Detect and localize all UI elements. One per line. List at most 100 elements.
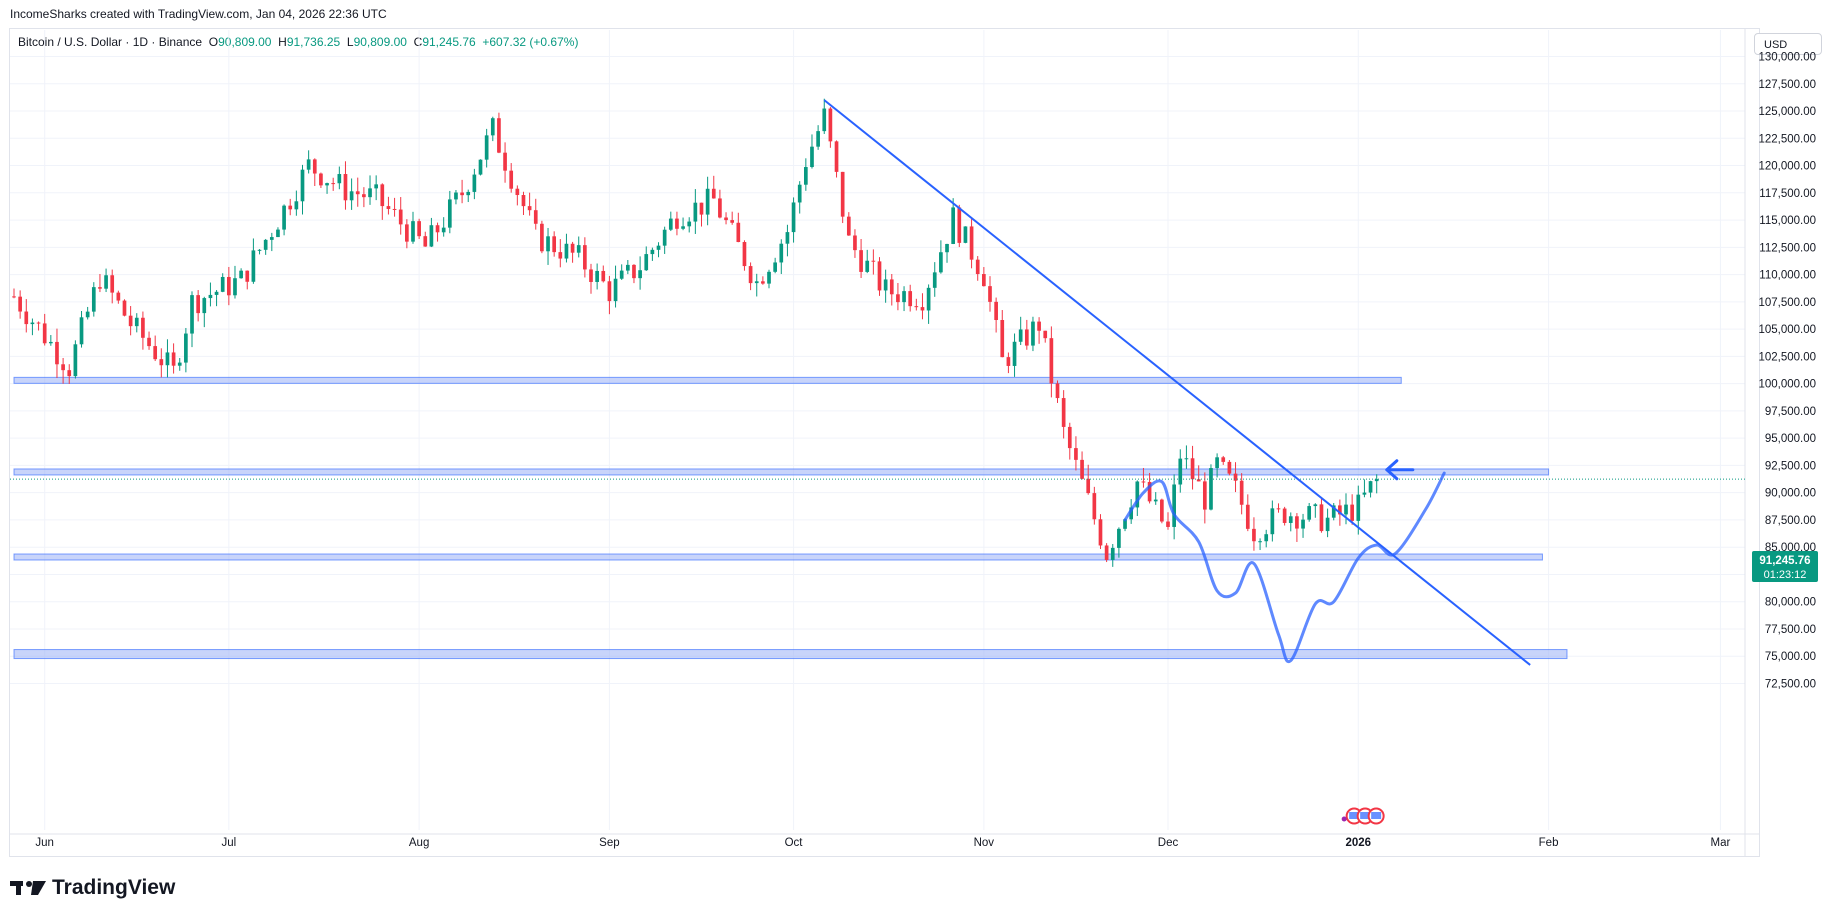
candle-body (1196, 479, 1201, 482)
candle-body (932, 272, 937, 288)
candle-body (699, 202, 704, 215)
symbol-name[interactable]: Bitcoin / U.S. Dollar · 1D · Binance (18, 35, 203, 49)
price-tick-label: 120,000.00 (1758, 161, 1816, 173)
candle-body (969, 226, 974, 260)
candle-body (1184, 458, 1189, 460)
candle-body (128, 315, 133, 327)
open-label: O (208, 35, 219, 49)
time-tick-label: Aug (409, 837, 429, 849)
candle-body (110, 275, 115, 293)
candle-body (319, 173, 323, 186)
candle-body (1024, 329, 1029, 346)
candle-body (650, 249, 655, 255)
candle-body (1141, 481, 1146, 483)
price-axis[interactable]: 130,000.00 127,500.00 125,000.00 122,500.00… (1758, 52, 1816, 691)
candle-body (1086, 478, 1091, 494)
candle-body (791, 202, 796, 233)
candle-body (546, 236, 550, 252)
price-tick-label: 107,500.00 (1758, 297, 1816, 309)
candle-body (748, 266, 753, 284)
candle-body (306, 159, 311, 170)
trendline[interactable] (823, 99, 1531, 666)
time-tick-label: Dec (1158, 837, 1179, 849)
candle-body (1288, 516, 1293, 523)
candle-body (1129, 507, 1134, 520)
candle-body (1301, 519, 1305, 529)
candle-body (1258, 541, 1262, 543)
candle-body (601, 270, 606, 282)
candle-body (362, 194, 366, 198)
tradingview-logo: TradingView (10, 876, 175, 900)
candle-body (1092, 493, 1097, 520)
brand-name: TradingView (52, 876, 176, 899)
candle-body (325, 183, 329, 186)
candle-body (865, 260, 870, 272)
candle-body (368, 188, 372, 198)
symbol-legend[interactable]: Bitcoin / U.S. Dollar · 1D · Binance O90… (18, 35, 578, 49)
price-tick-label: 117,500.00 (1759, 188, 1816, 200)
candle-body (392, 208, 397, 210)
candle-body (1153, 499, 1158, 502)
candle-body (1074, 448, 1078, 460)
projection-path[interactable] (1123, 471, 1446, 664)
candle-body (1018, 329, 1023, 342)
candle-body (497, 118, 501, 153)
candle-body (1209, 468, 1213, 510)
candle-body (1123, 519, 1127, 529)
candle-body (18, 296, 22, 312)
currency-selector[interactable]: USD (1754, 33, 1822, 55)
candle-body (1221, 457, 1226, 462)
price-tag-box (1752, 551, 1818, 582)
candle-body (1282, 508, 1287, 523)
time-axis[interactable]: Jun Jul Aug Sep Oct Nov Dec 2026 Feb Mar (35, 837, 1730, 849)
candle-body (1239, 480, 1244, 505)
candle-body (840, 171, 845, 217)
candle-body (42, 323, 47, 344)
price-tick-label: 122,500.00 (1758, 133, 1816, 145)
candle-body (202, 298, 207, 314)
candle-body (276, 229, 280, 238)
left-arrow-icon[interactable] (1385, 459, 1415, 481)
candle-body (570, 243, 575, 253)
price-tick-label: 72,500.00 (1765, 679, 1816, 691)
candle-body (656, 245, 661, 250)
candle-body (208, 294, 213, 299)
candle-body (337, 174, 342, 184)
candle-body (355, 191, 360, 195)
candle-body (926, 287, 931, 311)
candle-body (810, 146, 814, 168)
candle-body (61, 364, 65, 371)
candle-body (386, 206, 391, 209)
tradingview-logo-icon (10, 881, 46, 895)
candle-body (1135, 481, 1140, 508)
candle-body (1374, 479, 1379, 482)
candle-body (1049, 338, 1054, 384)
candle-body (454, 192, 458, 200)
drawings[interactable] (10, 99, 1745, 666)
candle-body (638, 270, 642, 279)
candle-body (12, 296, 16, 298)
price-tick-label: 90,000.00 (1765, 488, 1816, 500)
candle-body (411, 221, 415, 242)
candle-body (816, 131, 820, 147)
price-tick-label: 77,500.00 (1765, 624, 1816, 636)
candle-body (761, 281, 765, 284)
time-tick-label: Mar (1711, 837, 1731, 849)
low-label: L (346, 35, 354, 49)
candle-body (490, 118, 495, 136)
candle-body (1295, 516, 1299, 529)
economic-events-icon[interactable] (1341, 807, 1385, 825)
candle-body (1110, 547, 1115, 560)
candle-body (693, 202, 698, 222)
change-value: +607.32 (+0.67%) (482, 35, 579, 49)
candle-body (533, 210, 538, 224)
support-zone (13, 553, 1543, 561)
candle-body (349, 191, 354, 201)
candle-body (945, 243, 949, 253)
price-tick-label: 130,000.00 (1758, 52, 1816, 64)
candle-body (853, 235, 857, 251)
candle-body (251, 250, 256, 282)
candle-body (1190, 458, 1195, 480)
price-tick-label: 87,500.00 (1765, 515, 1816, 527)
